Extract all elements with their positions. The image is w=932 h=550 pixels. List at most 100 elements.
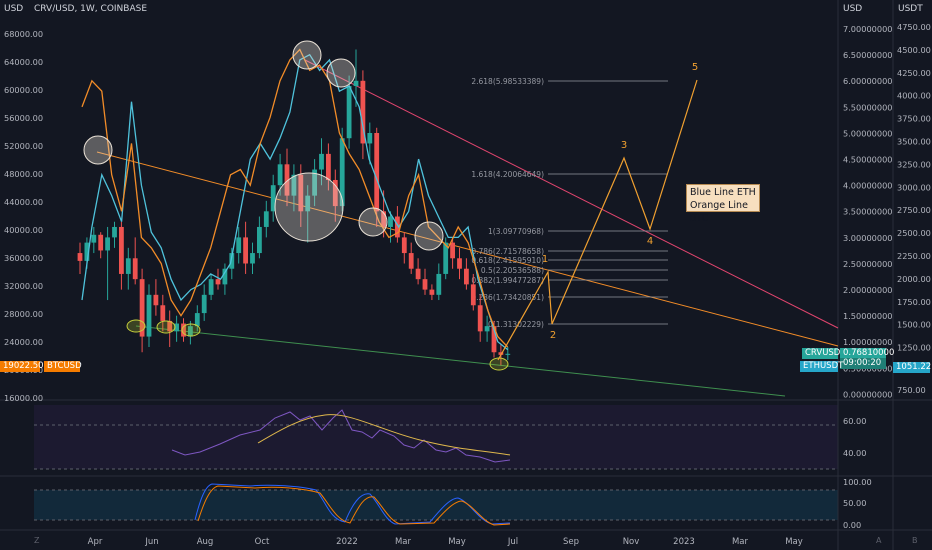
candle-body	[360, 80, 366, 144]
candle-body	[470, 284, 476, 306]
fib-level-label: 0(1.31302229)	[488, 320, 544, 329]
wave-label-2: 2	[550, 330, 556, 341]
mid-axis-tick: 0.00000000	[843, 389, 893, 399]
candle-body	[505, 353, 511, 355]
right-axis-tick: 3750.00	[897, 114, 931, 124]
x-axis-tick: Mar	[395, 537, 412, 547]
stoch-axis-tick: 50.00	[843, 498, 866, 508]
mid-axis-tick: 7.00000000	[843, 24, 893, 34]
highlight-circle-2	[326, 58, 356, 88]
candle-body	[77, 253, 83, 261]
support-circle-2	[181, 323, 201, 337]
candle-body	[167, 320, 173, 332]
stoch-axis-tick: 100.00	[843, 477, 872, 487]
candle-body	[415, 268, 421, 280]
fib-level-label: 1.618(4.20064649)	[471, 170, 544, 179]
left-axis-tick: 56000.00	[4, 113, 43, 123]
legend-eth-text: Blue Line ETH	[690, 187, 756, 198]
footer-b-label[interactable]: B	[912, 536, 918, 545]
candle-body	[381, 211, 386, 227]
candle-body	[457, 258, 462, 269]
wave-label-5: 5	[692, 62, 698, 73]
pink-trendline	[304, 59, 839, 329]
left-axis-tick: 40000.00	[4, 225, 43, 235]
green-trendline	[135, 325, 786, 397]
mid-axis-tick: 2.00000000	[843, 285, 893, 295]
right-axis-tick: 3000.00	[897, 182, 931, 192]
left-axis-tick: 32000.00	[4, 281, 43, 291]
mid-axis-unit: USD	[843, 4, 863, 14]
support-circle-0	[126, 319, 146, 333]
candle-body	[181, 323, 186, 337]
x-axis-tick: 2023	[673, 537, 695, 547]
candle-body	[160, 305, 166, 321]
highlight-circle-5	[414, 221, 444, 251]
right-axis-tick: 1500.00	[897, 320, 931, 330]
candle-body	[257, 226, 262, 254]
mid-axis-tick: 6.50000000	[843, 50, 893, 60]
fib-level-label: 0.618(2.41595910)	[471, 256, 544, 265]
elliott-wave-projection	[497, 79, 698, 361]
candle-body	[98, 234, 104, 251]
candle-body	[332, 179, 338, 207]
eth-series-line	[81, 53, 509, 351]
candle-body	[174, 323, 179, 332]
line-legend-note[interactable]: Blue Line ETH Orange Line BTC	[686, 184, 760, 224]
left-axis-tick: 28000.00	[4, 309, 43, 319]
mid-axis-tick: 5.50000000	[843, 102, 893, 112]
candle-body	[498, 352, 504, 355]
candle-body	[146, 294, 152, 337]
btc-price-tag: 19022.50	[0, 361, 44, 372]
highlight-circle-1	[292, 40, 322, 70]
x-axis-tick: Aug	[197, 537, 214, 547]
mid-axis-tick: 3.00000000	[843, 233, 893, 243]
right-axis-tick: 4750.00	[897, 22, 931, 32]
candle-body	[339, 138, 345, 207]
candle-body	[229, 253, 235, 269]
btc-name-tag: BTCUSD	[44, 361, 82, 372]
candle-body	[208, 279, 214, 295]
candle-body	[194, 313, 200, 327]
highlight-circle-3	[274, 172, 344, 242]
left-axis-tick: 24000.00	[4, 337, 43, 347]
orange-trendline	[96, 151, 839, 347]
x-axis-tick: Nov	[623, 537, 640, 547]
highlight-circle-4	[358, 207, 388, 237]
candle-body	[450, 242, 455, 259]
left-axis-tick: 60000.00	[4, 85, 43, 95]
stoch-axis-tick: 0.00	[843, 520, 861, 530]
legend-btc-text: Orange Line BTC	[690, 200, 748, 224]
candle-body	[139, 279, 145, 337]
mid-axis-tick: 3.50000000	[843, 207, 893, 217]
left-axis-tick: 48000.00	[4, 169, 43, 179]
left-axis-tick: 52000.00	[4, 141, 43, 151]
x-axis-tick: Apr	[88, 537, 103, 547]
candle-body	[443, 242, 449, 274]
fib-level-label: 0.5(2.20536588)	[481, 266, 544, 275]
highlight-circle-0	[83, 135, 113, 165]
footer-left-label[interactable]: Z	[34, 536, 40, 545]
right-axis-tick: 4250.00	[897, 68, 931, 78]
candle-body	[215, 279, 221, 285]
rsi-panel-bg	[34, 405, 838, 469]
x-axis-tick: Mar	[732, 537, 749, 547]
candle-body	[250, 253, 255, 264]
left-axis-tick: 68000.00	[4, 29, 43, 39]
candle-body	[284, 164, 290, 196]
rsi-axis-tick: 40.00	[843, 448, 866, 458]
candle-body	[277, 164, 283, 186]
candle-body	[436, 273, 442, 295]
candle-body	[429, 289, 435, 295]
candle-body	[112, 226, 117, 238]
right-axis-tick: 4000.00	[897, 91, 931, 101]
right-axis-tick: 2250.00	[897, 251, 931, 261]
mid-axis-tick: 6.00000000	[843, 76, 893, 86]
right-axis-tick: 2000.00	[897, 274, 931, 284]
right-axis-tick: 2750.00	[897, 205, 931, 215]
right-axis-tick: 3500.00	[897, 137, 931, 147]
footer-auto-label[interactable]: A	[876, 536, 882, 545]
countdown-tag: 09:00:20	[840, 358, 886, 369]
right-axis-tick: 3250.00	[897, 159, 931, 169]
mid-axis-tick: 4.50000000	[843, 155, 893, 165]
